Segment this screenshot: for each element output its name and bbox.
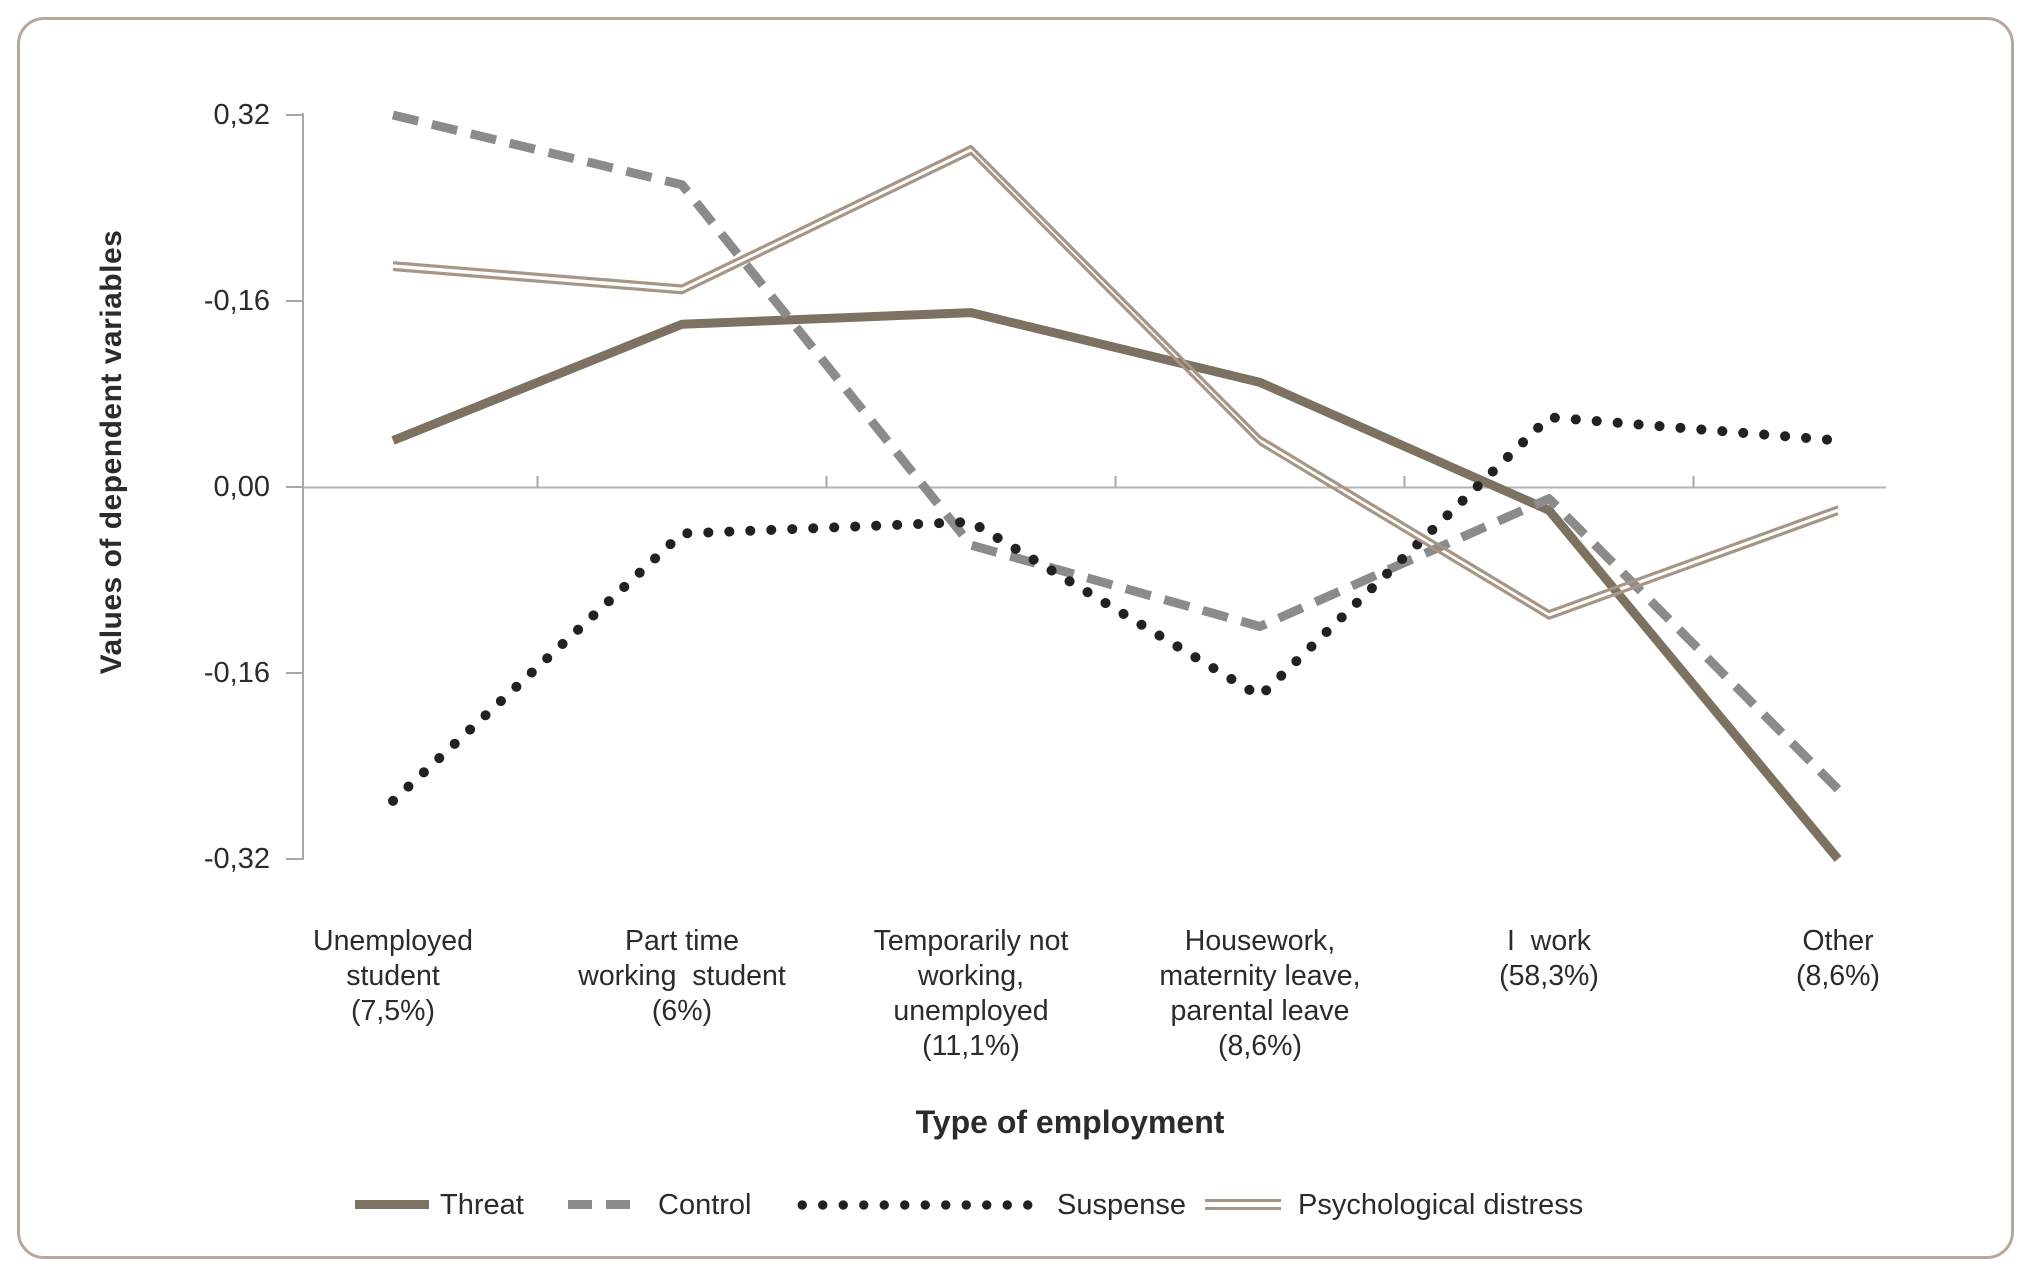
x-category-label-line: Other: [1802, 925, 1874, 957]
series-line-psychological-distress: [392, 144, 1839, 614]
legend-label: Psychological distress: [1298, 1189, 1584, 1221]
x-category-label-line: maternity leave,: [1159, 960, 1361, 992]
series-line-psychological-distress: [392, 151, 1839, 620]
x-category-label-line: Unemployed: [312, 925, 473, 957]
x-category-label: Other (8,6%): [1668, 924, 2008, 994]
x-category-label: Unemployed student (7,5%): [223, 924, 563, 1029]
x-axis-title: Type of employment: [915, 1104, 1225, 1140]
y-tick-label: 0,00: [213, 471, 270, 503]
series-line-threat: [391, 308, 1842, 862]
x-category-label-line: student: [346, 960, 440, 992]
x-category-label-line: parental leave: [1170, 995, 1350, 1027]
y-tick-label: -0,16: [203, 657, 270, 689]
x-category-label-line: Part time: [624, 925, 740, 957]
legend-swatch-dotted: [792, 1200, 1038, 1210]
legend-label: Threat: [440, 1189, 524, 1221]
x-category-label-line: Temporarily not: [873, 925, 1069, 957]
x-category-label-line: (8,6%): [1218, 1030, 1302, 1062]
x-category-label: Temporarily not working, unemployed (11,1%): [801, 924, 1141, 1064]
figure-card-border: [17, 17, 2014, 1259]
x-category-label-line: (58,3%): [1499, 960, 1599, 992]
x-category-label: I work (58,3%): [1379, 924, 1719, 994]
y-tick-label: -0,32: [203, 843, 270, 875]
y-tick-label: -0,16: [203, 285, 270, 317]
x-category-label-line: (11,1%): [922, 1030, 1020, 1062]
legend-swatch-dashed: [568, 1200, 642, 1209]
x-category-label-line: (7,5%): [351, 995, 435, 1027]
y-tick-label: 0,32: [213, 99, 270, 131]
legend-label: Control: [658, 1189, 752, 1221]
x-category-label-line: I work: [1507, 925, 1591, 957]
series-line-control: [391, 110, 1842, 793]
x-category-label-line: (8,6%): [1796, 960, 1880, 992]
x-category-label-line: working student: [578, 960, 786, 992]
legend-swatch-solid-thick: [355, 1200, 429, 1209]
legend-swatch-double-thin: [1205, 1199, 1281, 1210]
legend-label: Suspense: [1057, 1189, 1186, 1221]
x-category-label-line: (6%): [651, 995, 713, 1027]
series-line-suspense: [388, 412, 1843, 806]
x-category-label-line: Housework,: [1184, 925, 1336, 957]
x-category-label-line: unemployed: [893, 995, 1049, 1027]
x-category-label-line: working,: [917, 960, 1025, 992]
x-category-label: Part time working student (6%): [512, 924, 852, 1029]
x-category-label: Housework, maternity leave, parental leave…: [1090, 924, 1430, 1064]
